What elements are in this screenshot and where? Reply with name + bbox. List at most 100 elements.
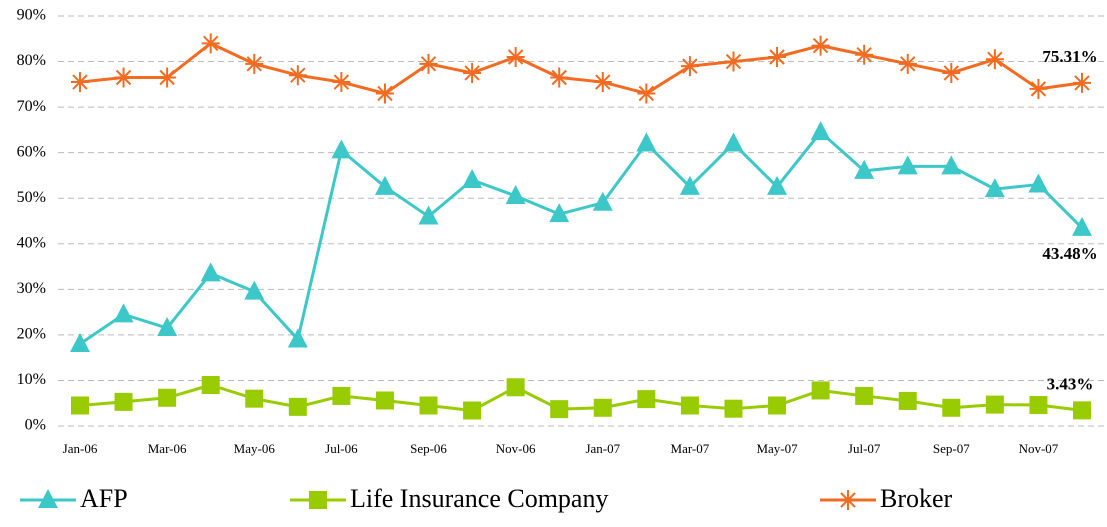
data-point — [985, 49, 1004, 70]
y-tick-label: 80% — [17, 52, 46, 69]
data-point — [593, 398, 612, 417]
data-point — [855, 386, 874, 405]
data-point — [942, 62, 961, 83]
legend-label: AFP — [80, 484, 128, 513]
data-point — [768, 396, 787, 415]
data-point — [71, 396, 89, 415]
y-tick-label: 40% — [17, 234, 46, 251]
y-tick-label: 90% — [17, 7, 46, 24]
data-point — [157, 317, 178, 337]
data-point — [811, 35, 830, 56]
data-label: 3.43% — [1047, 374, 1094, 393]
data-point — [288, 65, 307, 86]
x-tick-label: May-06 — [234, 441, 276, 456]
data-point — [506, 47, 525, 67]
data-point — [680, 56, 699, 77]
legend-label: Broker — [880, 484, 953, 513]
y-tick-label: 30% — [17, 280, 46, 297]
data-point — [463, 401, 482, 420]
data-point — [419, 53, 438, 74]
data-point — [768, 47, 787, 67]
data-point — [810, 121, 831, 141]
data-point — [462, 169, 483, 188]
data-point — [724, 51, 743, 72]
y-tick-label: 10% — [17, 371, 46, 388]
data-point — [1072, 216, 1092, 236]
x-tick-label: Sep-06 — [410, 441, 447, 456]
data-point — [158, 388, 177, 407]
legend-marker — [839, 490, 857, 510]
data-point — [288, 397, 307, 416]
data-point — [724, 399, 743, 418]
data-point — [637, 390, 656, 409]
data-point — [811, 381, 830, 400]
x-tick-label: Sep-07 — [933, 441, 970, 456]
y-tick-label: 0% — [25, 417, 46, 434]
x-tick-label: Mar-07 — [671, 441, 710, 456]
data-point — [592, 191, 613, 211]
data-point — [984, 178, 1005, 198]
data-point — [679, 175, 700, 195]
data-point — [113, 303, 134, 323]
data-point — [723, 132, 744, 152]
series-line — [79, 41, 1083, 95]
series-line — [79, 130, 1084, 346]
data-point — [244, 280, 265, 300]
data-point — [506, 378, 525, 397]
data-point — [200, 262, 221, 282]
data-point — [637, 83, 656, 104]
data-point — [1029, 78, 1048, 99]
data-point — [374, 175, 395, 195]
x-tick-label: Nov-06 — [496, 441, 536, 456]
data-point — [897, 155, 918, 175]
data-point — [201, 33, 220, 54]
x-tick-label: Jul-06 — [325, 441, 358, 456]
x-tick-label: Mar-06 — [148, 441, 187, 456]
data-point — [245, 53, 264, 74]
x-tick-label: Jul-07 — [848, 441, 881, 456]
data-point — [942, 398, 961, 417]
data-point — [287, 328, 308, 348]
y-tick-label: 20% — [17, 326, 46, 343]
data-point — [463, 62, 482, 83]
data-point — [593, 72, 612, 93]
data-point — [158, 67, 177, 88]
legend-marker — [38, 489, 58, 508]
x-tick-label: Jan-06 — [63, 441, 98, 456]
data-label: 75.31% — [1042, 47, 1097, 66]
data-point — [680, 396, 699, 415]
data-point — [636, 132, 657, 152]
series-line — [79, 383, 1083, 413]
data-point — [418, 205, 439, 225]
x-tick-label: May-07 — [756, 441, 798, 456]
y-tick-label: 70% — [17, 98, 46, 115]
data-point — [550, 67, 569, 88]
x-tick-label: Jan-07 — [585, 441, 620, 456]
legend-marker — [309, 491, 327, 509]
data-point — [854, 159, 875, 179]
data-point — [114, 392, 133, 411]
data-point — [375, 83, 394, 104]
data-point — [1028, 173, 1049, 193]
data-point — [331, 139, 352, 159]
data-point — [71, 72, 89, 93]
data-point — [549, 203, 570, 223]
data-point — [1073, 401, 1091, 420]
legend-label: Life Insurance Company — [350, 484, 608, 513]
data-point — [419, 396, 438, 415]
data-point — [114, 67, 133, 88]
data-point — [1029, 396, 1048, 415]
data-point — [767, 175, 788, 195]
data-point — [855, 44, 874, 65]
data-point — [985, 395, 1004, 414]
data-point — [898, 53, 917, 74]
data-point — [201, 376, 220, 394]
data-point — [332, 72, 351, 93]
y-tick-label: 50% — [17, 189, 46, 206]
data-point — [1073, 72, 1091, 93]
data-point — [505, 184, 526, 204]
data-label: 43.48% — [1042, 244, 1097, 263]
data-point — [375, 391, 394, 410]
data-point — [898, 391, 917, 410]
